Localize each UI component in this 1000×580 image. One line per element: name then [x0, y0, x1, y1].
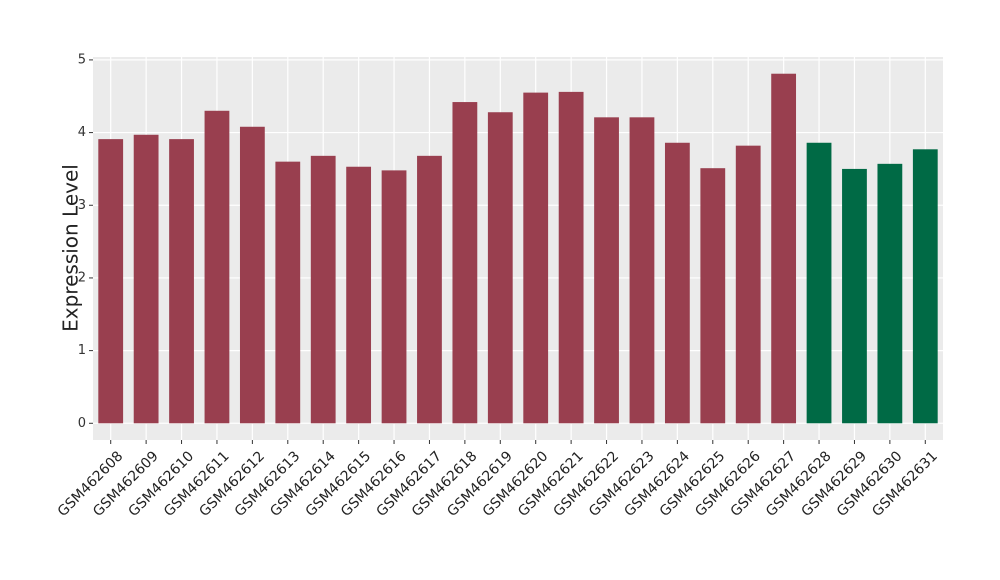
bar	[664, 142, 690, 424]
y-tick-label: 4	[78, 125, 86, 140]
bar	[98, 139, 124, 424]
bar	[133, 134, 159, 424]
y-axis-label: Expression Level	[59, 164, 83, 332]
bar	[771, 73, 797, 424]
bar	[275, 161, 301, 424]
y-tick-label: 1	[78, 343, 86, 358]
y-tick-label: 5	[78, 52, 86, 67]
y-tick-label: 2	[78, 270, 86, 285]
bar	[346, 166, 372, 424]
bar	[877, 163, 903, 424]
y-tick-label: 0	[78, 416, 86, 431]
bar	[735, 145, 761, 424]
panel	[93, 57, 943, 440]
bar	[204, 110, 230, 424]
bar	[169, 139, 194, 424]
bar	[558, 91, 584, 424]
bar	[381, 170, 407, 424]
bar	[842, 168, 867, 424]
bar	[310, 155, 336, 424]
y-tick-label: 3	[78, 198, 86, 213]
bar	[239, 126, 265, 424]
bar	[806, 142, 832, 424]
bar	[700, 168, 726, 424]
bar	[452, 102, 478, 424]
bar	[523, 92, 549, 424]
bar	[912, 149, 938, 424]
bar	[594, 117, 619, 424]
bar	[487, 112, 513, 424]
bar	[629, 117, 655, 424]
bar	[417, 155, 442, 424]
